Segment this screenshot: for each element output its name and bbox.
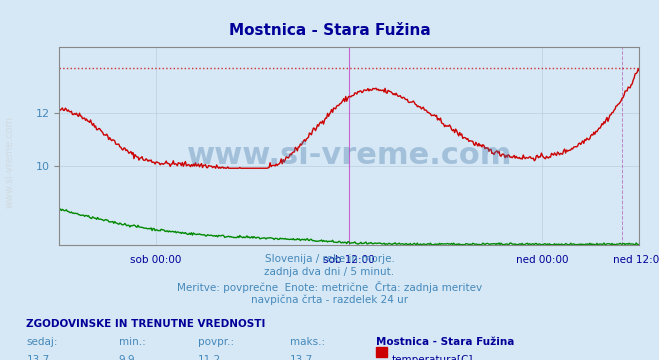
Text: sedaj:: sedaj: — [26, 337, 58, 347]
Text: povpr.:: povpr.: — [198, 337, 234, 347]
Text: 9,9: 9,9 — [119, 355, 135, 360]
Text: 13,7: 13,7 — [290, 355, 313, 360]
Text: zadnja dva dni / 5 minut.: zadnja dva dni / 5 minut. — [264, 267, 395, 278]
Text: www.si-vreme.com: www.si-vreme.com — [5, 116, 15, 208]
Text: www.si-vreme.com: www.si-vreme.com — [186, 141, 512, 170]
Text: navpična črta - razdelek 24 ur: navpična črta - razdelek 24 ur — [251, 295, 408, 305]
Text: min.:: min.: — [119, 337, 146, 347]
Text: Mostnica - Stara Fužina: Mostnica - Stara Fužina — [229, 23, 430, 39]
Text: 13,7: 13,7 — [26, 355, 49, 360]
Text: 11,2: 11,2 — [198, 355, 221, 360]
Text: maks.:: maks.: — [290, 337, 325, 347]
Text: Slovenija / reke in morje.: Slovenija / reke in morje. — [264, 254, 395, 264]
Text: Mostnica - Stara Fužina: Mostnica - Stara Fužina — [376, 337, 514, 347]
Text: Meritve: povprečne  Enote: metrične  Črta: zadnja meritev: Meritve: povprečne Enote: metrične Črta:… — [177, 281, 482, 293]
Text: ZGODOVINSKE IN TRENUTNE VREDNOSTI: ZGODOVINSKE IN TRENUTNE VREDNOSTI — [26, 319, 266, 329]
Text: temperatura[C]: temperatura[C] — [392, 355, 474, 360]
